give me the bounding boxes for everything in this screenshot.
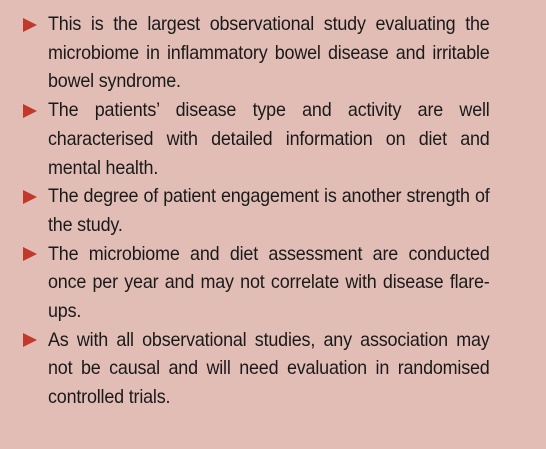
bullet-text: The patients’ disease type and activity … (48, 99, 490, 179)
bullet-text: The microbiome and diet assessment are c… (48, 242, 490, 323)
triangle-bullet-icon (22, 10, 48, 39)
list-item: This is the largest observational study … (22, 10, 528, 96)
list-item: The microbiome and diet assessment are c… (22, 240, 528, 326)
triangle-bullet-icon (22, 182, 48, 211)
triangle-bullet-icon (22, 326, 48, 355)
triangle-bullet-icon (22, 240, 48, 269)
list-item: The patients’ disease type and activity … (22, 96, 528, 182)
bullet-text: As with all observational studies, any a… (48, 328, 490, 409)
triangle-bullet-icon (22, 96, 48, 125)
bullet-text: This is the largest observational study … (48, 13, 490, 93)
bullet-list: This is the largest observational study … (22, 10, 528, 412)
list-item: The degree of patient engagement is anot… (22, 182, 528, 239)
list-item: As with all observational studies, any a… (22, 326, 528, 412)
bullet-text: The degree of patient engagement is anot… (48, 185, 490, 236)
